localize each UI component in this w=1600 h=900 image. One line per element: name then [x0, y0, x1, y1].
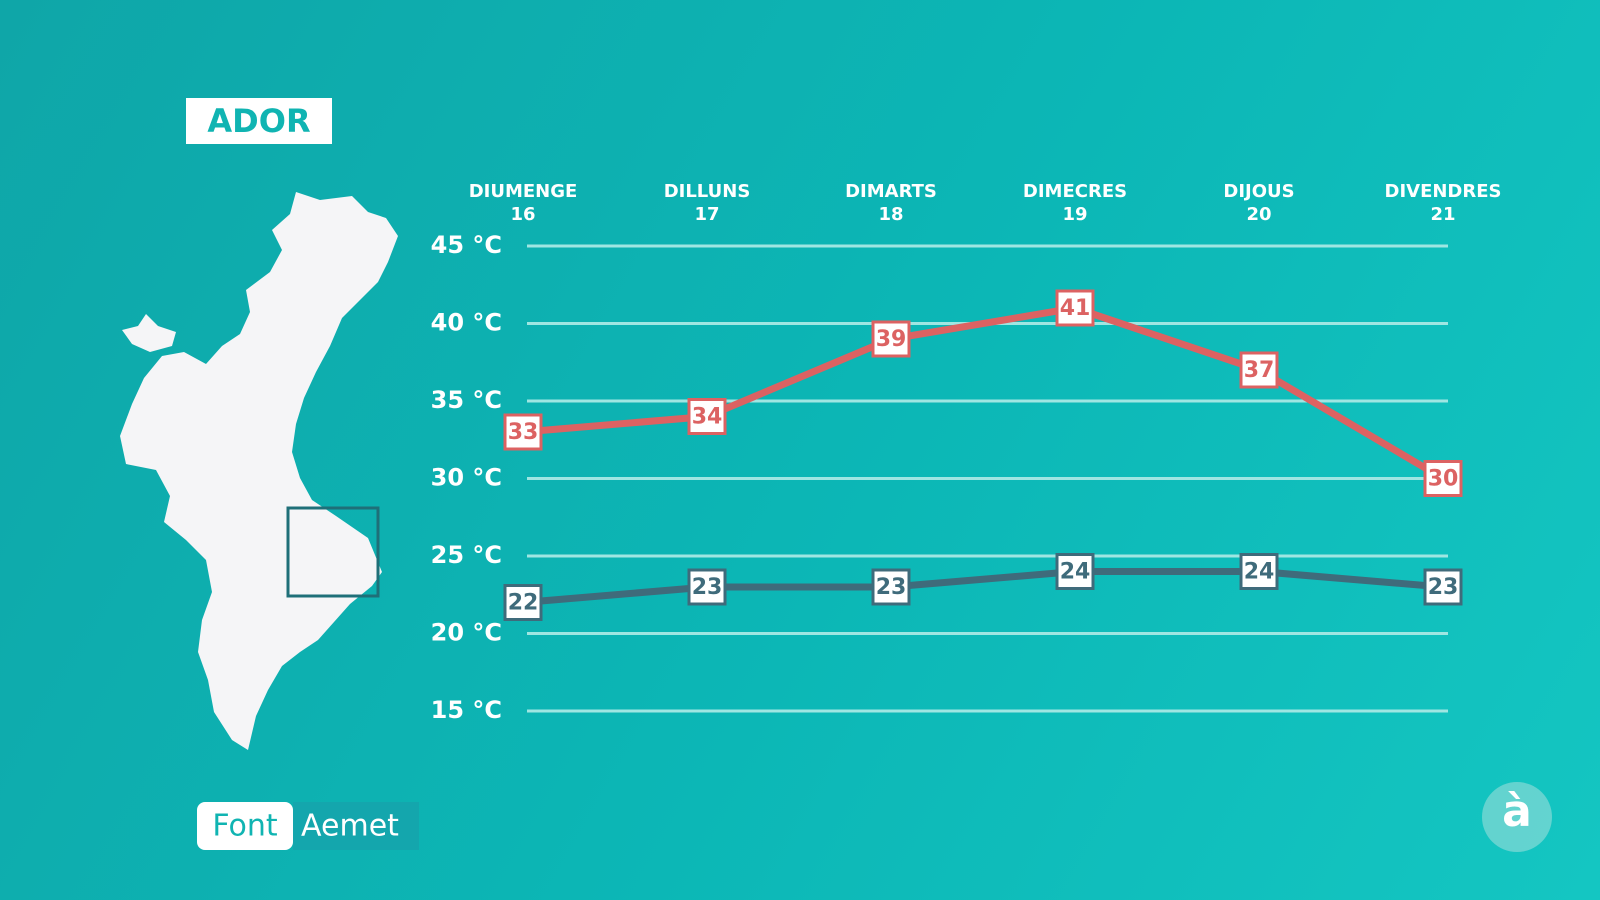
data-point [871, 568, 911, 606]
data-label: 23 [692, 575, 723, 600]
logo: à [1502, 786, 1532, 837]
source: Aemet [301, 809, 399, 844]
data-point [1055, 289, 1095, 327]
data-point [1055, 553, 1095, 590]
x-tick-label: DIMECRES 19 [1022, 181, 1128, 225]
data-point [1239, 351, 1279, 389]
data-point [687, 398, 727, 435]
x-tick-label: DIJOUS 20 [1223, 181, 1295, 225]
source-box [293, 802, 419, 850]
logo-circle [1482, 782, 1552, 852]
data-point [687, 568, 727, 606]
y-tick-label: 30 °C [431, 464, 502, 492]
x-tick-label: DIUMENGE 16 [468, 181, 578, 225]
y-tick-label: 45 °C [431, 231, 502, 259]
location-box [286, 506, 380, 598]
title-box [186, 98, 332, 144]
data-label: 24 [1244, 560, 1275, 585]
y-tick-label: 15 °C [431, 696, 502, 724]
data-label: 41 [1060, 296, 1091, 321]
y-tick-label: 40 °C [431, 309, 502, 337]
y-tick-label: 25 °C [431, 541, 502, 569]
data-point [1423, 460, 1463, 497]
region-map-island [122, 314, 176, 352]
data-point [1423, 568, 1463, 606]
data-point [871, 320, 911, 358]
data-label: 30 [1428, 467, 1459, 492]
chart-title: ADOR [207, 102, 310, 140]
data-label: 37 [1244, 358, 1275, 383]
data-label: 23 [876, 575, 907, 600]
y-tick-label: 35 °C [431, 386, 502, 414]
data-label: 34 [692, 405, 723, 430]
y-tick-label: 20 °C [431, 619, 502, 647]
region-map [120, 192, 398, 750]
series-line [522, 304, 1445, 482]
data-label: 22 [508, 591, 539, 616]
x-tick-label: DILLUNS 17 [663, 181, 751, 225]
source-label-box [197, 802, 293, 850]
x-tick-label: DIMARTS 18 [845, 181, 937, 225]
source-label: Font [212, 809, 278, 844]
data-point [503, 413, 543, 451]
data-point [503, 584, 543, 621]
data-label: 33 [508, 420, 539, 445]
data-point [1239, 553, 1279, 590]
x-tick-label: DIVENDRES 21 [1384, 181, 1502, 225]
data-label: 39 [876, 327, 907, 352]
data-label: 23 [1428, 575, 1459, 600]
series-line [522, 568, 1444, 606]
data-label: 24 [1060, 560, 1091, 585]
